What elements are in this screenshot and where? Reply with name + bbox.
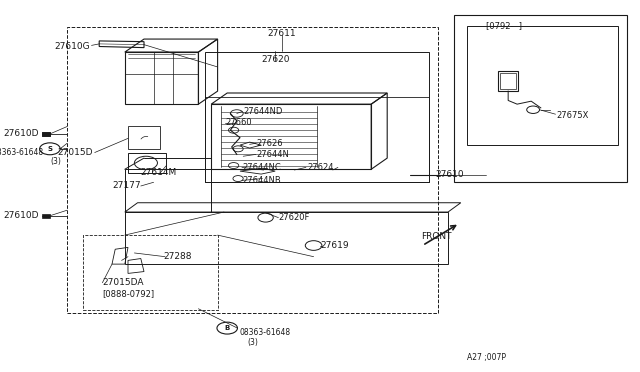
Text: 27610D: 27610D [3,211,38,220]
Bar [67,27,438,313]
Text: 27644N: 27644N [256,150,289,159]
Text: B: B [225,325,230,331]
Text: [0792-  ]: [0792- ] [486,22,522,31]
Text: 27644NB: 27644NB [242,176,281,185]
Bar [83,235,218,310]
Text: 27614M: 27614M [141,169,177,177]
Text: 27644NC: 27644NC [242,163,281,172]
Text: 27015DA: 27015DA [102,278,144,287]
Text: [0888-0792]: [0888-0792] [102,289,154,298]
Text: 27660: 27660 [225,118,252,127]
Text: 27610G: 27610G [54,42,90,51]
Bar [42,132,50,136]
Text: 27620: 27620 [261,55,289,64]
Text: 27626: 27626 [256,139,283,148]
Text: 27644ND: 27644ND [243,107,283,116]
Text: (3): (3) [248,338,258,347]
Text: A27 ;007P: A27 ;007P [467,353,506,362]
Text: 27619: 27619 [320,241,349,250]
Text: 27620F: 27620F [278,213,310,222]
Text: 27177: 27177 [112,182,141,190]
Text: 27610: 27610 [435,170,464,179]
Text: 27675X: 27675X [557,111,589,120]
Text: S: S [47,146,52,152]
Text: 27288: 27288 [163,252,192,261]
Bar [42,214,50,218]
Bar [454,15,627,182]
Bar [467,26,618,145]
Text: FRONT: FRONT [421,232,452,241]
Text: (3): (3) [50,157,61,166]
Bar [205,97,429,182]
Bar [205,52,429,182]
Text: 08363-61648: 08363-61648 [0,148,44,157]
Text: 27015D: 27015D [58,148,93,157]
Text: 27610D: 27610D [3,129,38,138]
Text: 27624: 27624 [307,163,333,172]
Text: 27611: 27611 [268,29,296,38]
Text: 08363-61648: 08363-61648 [240,328,291,337]
